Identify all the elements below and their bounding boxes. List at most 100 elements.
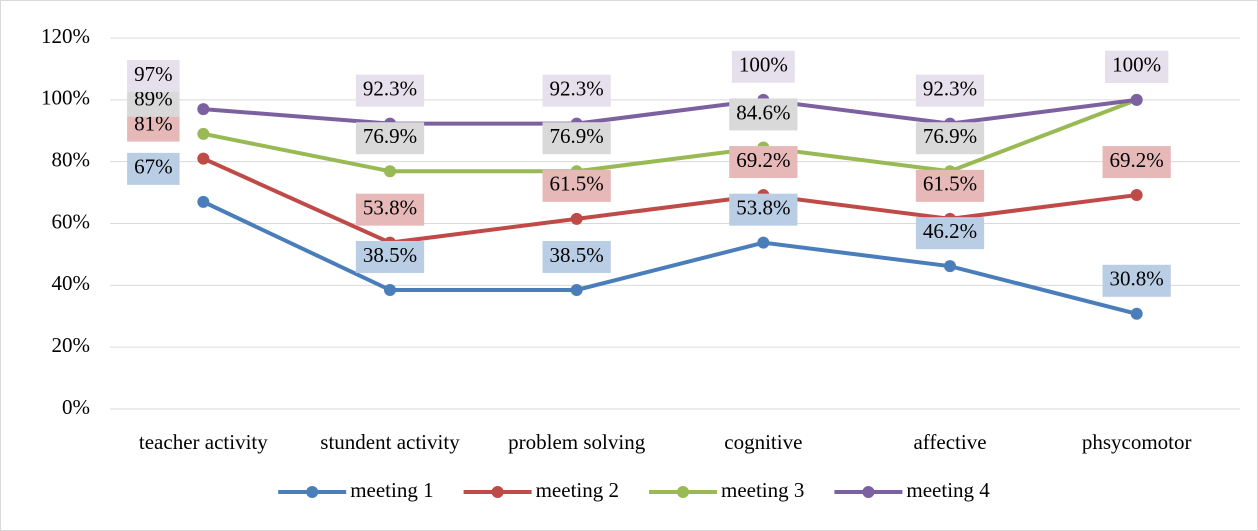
legend-label: meeting 4 (906, 478, 990, 502)
data-label: 76.9% (542, 122, 611, 155)
legend-marker (306, 486, 319, 498)
data-label: 76.9% (355, 122, 425, 155)
data-label: 53.8% (355, 193, 425, 226)
data-point (570, 283, 583, 296)
series-line (202, 156, 1137, 245)
series-line (202, 200, 1138, 316)
data-label-text: 38.5% (363, 243, 417, 267)
data-label-box (915, 169, 985, 202)
x-tick-label: stundent activity (320, 430, 460, 454)
data-point (1130, 93, 1143, 106)
data-label-box (915, 122, 985, 155)
data-label-box (915, 74, 985, 107)
data-label-text: 92.3% (550, 76, 604, 100)
data-label-text: 92.3% (363, 76, 417, 100)
data-label: 61.5% (542, 169, 611, 202)
data-point (197, 127, 210, 140)
data-label-box (355, 74, 425, 107)
legend-marker (491, 486, 504, 498)
data-point (570, 212, 583, 225)
data-label-box (1102, 146, 1171, 179)
data-label-box (729, 193, 798, 226)
legend-marker (677, 486, 689, 498)
data-point (757, 236, 770, 249)
x-tick-label: cognitive (724, 430, 802, 454)
data-label-text: 69.2% (1110, 148, 1164, 172)
data-label-text: 97% (134, 62, 173, 86)
data-label-box (915, 217, 985, 250)
y-tick-label: 120% (41, 24, 90, 48)
y-tick-label: 0% (62, 395, 90, 419)
x-tick-label: problem solving (508, 430, 646, 454)
y-tick-label: 20% (52, 333, 91, 357)
data-label: 53.8% (729, 193, 798, 226)
data-label-text: 84.6% (736, 100, 790, 124)
data-label-box (127, 60, 180, 93)
data-label-box (355, 122, 425, 155)
y-tick-label: 40% (52, 271, 91, 295)
data-label-text: 38.5% (550, 243, 604, 267)
data-label-text: 61.5% (550, 172, 604, 196)
data-label-box (731, 50, 795, 83)
data-label-text: 76.9% (923, 124, 977, 148)
data-label: 97% (127, 60, 180, 93)
legend-label: meeting 2 (536, 478, 619, 502)
data-label-text: 76.9% (550, 124, 604, 148)
data-point (197, 195, 210, 208)
data-label: 69.2% (729, 146, 798, 179)
x-tick-label: affective (913, 430, 986, 454)
data-label-text: 67% (134, 155, 173, 179)
data-label: 76.9% (915, 122, 985, 155)
data-point (384, 283, 396, 296)
data-label-text: 53.8% (363, 195, 417, 219)
data-point (384, 165, 396, 178)
legend-item: meeting 4 (834, 478, 990, 502)
data-label-box (542, 169, 611, 202)
data-label-text: 92.3% (923, 76, 977, 100)
x-tick-label: phsycomotor (1082, 430, 1192, 454)
data-label-box (542, 122, 611, 155)
data-label-text: 46.2% (923, 219, 977, 243)
data-point (1130, 307, 1143, 320)
data-label: 38.5% (355, 240, 425, 273)
y-tick-label: 100% (41, 86, 90, 110)
data-label-text: 53.8% (736, 195, 790, 219)
data-label-box (542, 74, 611, 107)
x-tick-label: teacher activity (139, 430, 268, 454)
data-label-box (355, 240, 425, 273)
data-label: 100% (731, 50, 795, 83)
data-label-box (542, 240, 611, 273)
data-label-box (355, 193, 425, 226)
data-label: 100% (1105, 50, 1169, 83)
data-label-box (729, 98, 798, 131)
y-tick-label: 60% (52, 209, 91, 233)
data-label: 67% (127, 152, 180, 185)
legend-label: meeting 1 (350, 478, 433, 502)
data-label-text: 100% (1112, 53, 1161, 77)
data-label: 92.3% (355, 74, 425, 107)
data-point (1130, 189, 1143, 202)
data-label: 38.5% (542, 240, 611, 273)
legend-item: meeting 3 (649, 478, 804, 502)
data-point (944, 260, 956, 273)
data-label: 69.2% (1102, 146, 1171, 179)
data-point (197, 152, 210, 165)
legend-item: meeting 2 (463, 478, 619, 502)
legend-item: meeting 1 (278, 478, 434, 502)
data-label-text: 100% (739, 53, 788, 77)
data-label-text: 30.8% (1110, 267, 1164, 291)
y-tick-label: 80% (52, 147, 91, 171)
data-label: 92.3% (542, 74, 611, 107)
data-label-box (127, 152, 180, 185)
data-label-box (729, 146, 798, 179)
data-label: 61.5% (915, 169, 985, 202)
series-line (202, 97, 1138, 174)
data-label: 84.6% (729, 98, 798, 131)
data-point (197, 103, 210, 116)
data-label: 46.2% (915, 217, 985, 250)
data-label-box (1105, 50, 1169, 83)
data-label-text: 61.5% (923, 172, 977, 196)
data-label-text: 69.2% (736, 148, 790, 172)
